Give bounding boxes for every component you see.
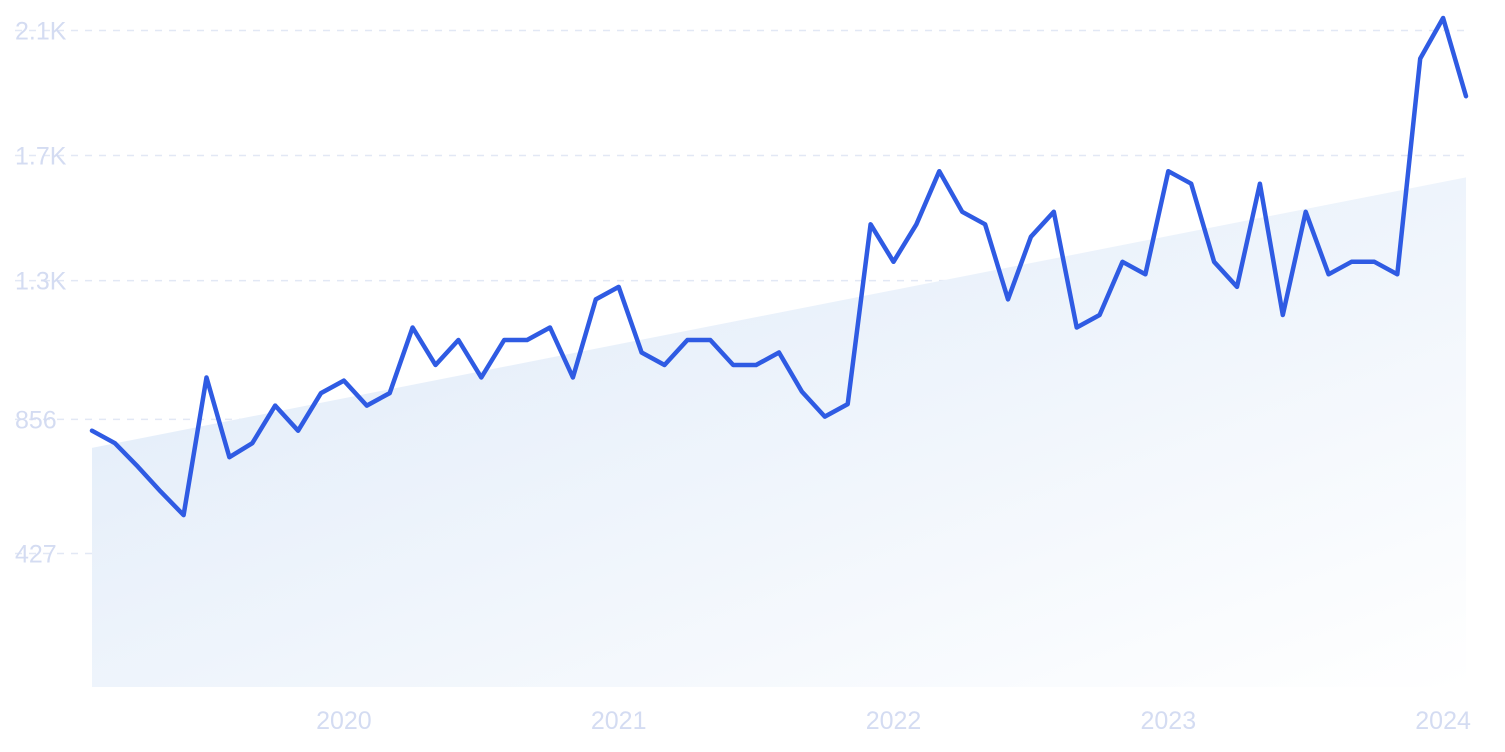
x-axis: 2020 2021 2022 2023 2024 bbox=[316, 707, 1471, 735]
x-tick-label: 2024 bbox=[1415, 707, 1471, 735]
series-layer bbox=[89, 15, 1469, 518]
y-tick-label: 1.3K bbox=[15, 268, 67, 296]
x-tick-label: 2021 bbox=[591, 707, 647, 735]
y-tick-label: 2.1K bbox=[15, 18, 67, 46]
y-tick-label: 856 bbox=[15, 406, 57, 434]
x-tick-label: 2020 bbox=[316, 707, 372, 735]
y-tick-label: 427 bbox=[15, 541, 57, 569]
y-axis: 427 856 1.3K 1.7K 2.1K bbox=[15, 18, 67, 569]
x-tick-label: 2023 bbox=[1140, 707, 1196, 735]
x-tick-label: 2022 bbox=[866, 707, 922, 735]
y-tick-label: 1.7K bbox=[15, 143, 67, 171]
trend-area bbox=[92, 177, 1466, 688]
series-line bbox=[89, 15, 1469, 518]
